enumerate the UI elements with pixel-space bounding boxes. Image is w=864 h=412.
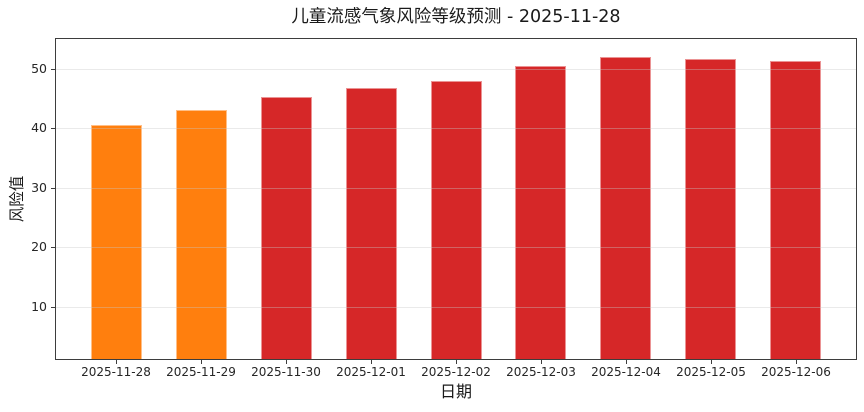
bar [685,59,736,360]
y-tick-mark [51,187,55,189]
y-gridline [55,247,857,249]
x-tick-mark [116,360,117,364]
bar [600,57,651,360]
x-tick-label: 2025-11-30 [251,365,321,379]
y-tick-mark [51,128,55,130]
y-gridline [55,306,857,308]
x-tick-mark [456,360,457,364]
y-tick-mark [51,306,55,308]
y-tick-label: 50 [31,60,47,76]
bar [176,110,227,360]
x-tick-label: 2025-12-03 [506,365,576,379]
x-tick-label: 2025-12-01 [336,365,406,379]
y-tick-label: 30 [31,179,47,195]
x-tick-mark [371,360,372,364]
x-tick-mark [541,360,542,364]
y-gridline [55,68,857,70]
y-tick-label: 40 [31,120,47,136]
x-tick-label: 2025-11-29 [166,365,236,379]
bar [431,80,482,360]
x-tick-label: 2025-12-05 [676,365,746,379]
bar [770,61,821,360]
y-gridline [55,128,857,130]
x-tick-mark [201,360,202,364]
y-gridline [55,187,857,189]
x-tick-label: 2025-12-04 [591,365,661,379]
x-tick-label: 2025-12-06 [761,365,831,379]
x-axis-label: 日期 [439,382,472,401]
bar [515,65,566,360]
x-tick-mark [626,360,627,364]
bar [91,125,142,360]
x-tick-label: 2025-11-28 [81,365,151,379]
x-tick-label: 2025-12-02 [421,365,491,379]
y-tick-label: 20 [31,239,47,255]
chart-title: 儿童流感气象风险等级预测 - 2025-11-28 [291,7,621,27]
x-tick-mark [711,360,712,364]
y-tick-mark [51,247,55,249]
x-tick-mark [286,360,287,364]
y-tick-mark [51,68,55,70]
x-tick-mark [796,360,797,364]
bar [261,97,312,360]
y-tick-label: 10 [31,298,47,314]
